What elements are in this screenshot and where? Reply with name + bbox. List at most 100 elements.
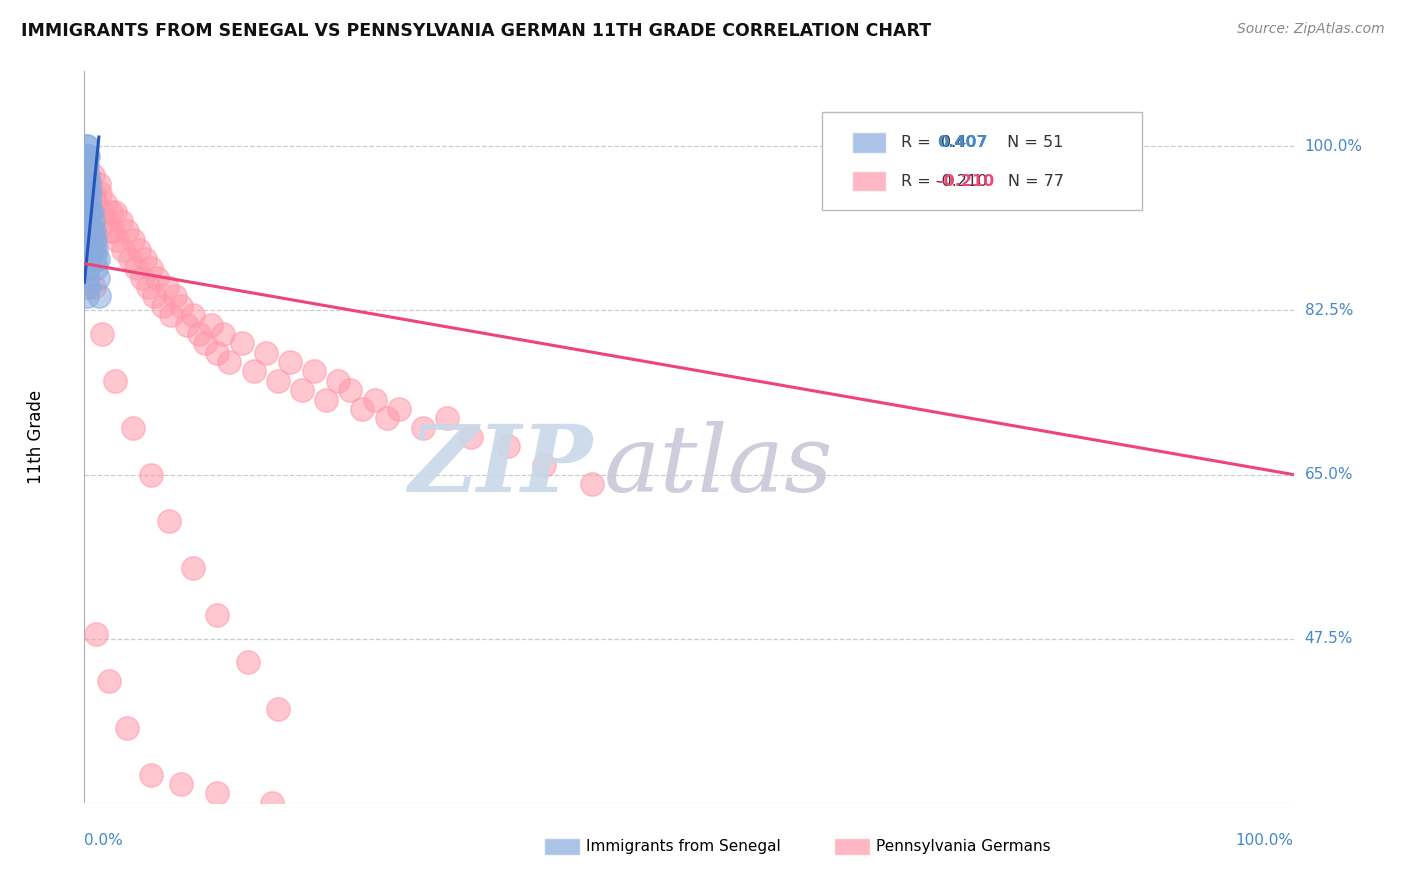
Point xyxy=(75,149,97,163)
Point xyxy=(76,158,98,172)
Point xyxy=(86,195,108,210)
Point xyxy=(77,280,100,294)
Point xyxy=(160,308,183,322)
Point xyxy=(260,796,283,810)
Point xyxy=(139,467,162,482)
Point xyxy=(83,280,105,294)
Point xyxy=(207,786,229,800)
Point xyxy=(315,392,337,407)
Point xyxy=(165,289,187,303)
Point xyxy=(83,243,105,257)
Point xyxy=(125,261,148,276)
FancyBboxPatch shape xyxy=(823,112,1143,211)
Point xyxy=(115,224,138,238)
Point xyxy=(94,195,117,210)
Point xyxy=(75,214,97,228)
Point xyxy=(83,186,105,201)
Point xyxy=(77,261,100,276)
Point xyxy=(75,205,97,219)
Point xyxy=(77,243,100,257)
Point xyxy=(242,364,264,378)
Point xyxy=(121,233,143,247)
Point xyxy=(75,224,97,238)
Point xyxy=(75,158,97,172)
Point xyxy=(75,168,97,182)
Point xyxy=(339,383,361,397)
Point xyxy=(76,270,98,285)
Point xyxy=(212,326,235,341)
Point xyxy=(170,299,193,313)
Point xyxy=(412,420,434,434)
Text: Immigrants from Senegal: Immigrants from Senegal xyxy=(586,839,780,855)
Text: Source: ZipAtlas.com: Source: ZipAtlas.com xyxy=(1237,22,1385,37)
Point xyxy=(352,401,374,416)
Point xyxy=(105,233,128,247)
Point xyxy=(152,299,174,313)
Point xyxy=(194,336,217,351)
Point xyxy=(120,252,142,266)
Point xyxy=(104,205,127,219)
Point xyxy=(75,139,97,153)
Text: 100.0%: 100.0% xyxy=(1305,139,1362,154)
Point xyxy=(77,252,100,266)
Point xyxy=(91,326,114,341)
Point xyxy=(75,186,97,201)
Bar xyxy=(852,132,886,153)
Point xyxy=(75,177,97,191)
Point xyxy=(77,168,100,182)
Point xyxy=(103,224,125,238)
Point xyxy=(267,702,290,716)
Point xyxy=(436,411,458,425)
Point xyxy=(388,401,411,416)
Point xyxy=(176,318,198,332)
Point xyxy=(104,374,127,388)
Point xyxy=(86,261,108,276)
Point xyxy=(76,233,98,247)
Point xyxy=(121,420,143,434)
Point xyxy=(76,149,98,163)
Point xyxy=(139,261,162,276)
Text: 47.5%: 47.5% xyxy=(1305,632,1353,646)
Point xyxy=(77,205,100,219)
Point xyxy=(112,243,135,257)
Point xyxy=(79,177,101,191)
Text: R = -0.210    N = 77: R = -0.210 N = 77 xyxy=(901,174,1063,188)
Point xyxy=(86,270,108,285)
Point xyxy=(87,177,110,191)
Point xyxy=(218,355,240,369)
Point xyxy=(76,139,98,153)
Point xyxy=(533,458,555,473)
Text: 11th Grade: 11th Grade xyxy=(27,390,45,484)
Point xyxy=(97,673,120,688)
Point xyxy=(79,186,101,201)
Point xyxy=(188,326,211,341)
Point xyxy=(181,561,204,575)
Point xyxy=(86,252,108,266)
Point xyxy=(87,289,110,303)
Point xyxy=(84,252,107,266)
Text: ZIP: ZIP xyxy=(408,421,592,511)
Point xyxy=(302,364,325,378)
Point xyxy=(82,233,104,247)
Point xyxy=(170,777,193,791)
Point xyxy=(86,243,108,257)
Point xyxy=(80,205,103,219)
Bar xyxy=(852,171,886,191)
Point xyxy=(77,186,100,201)
Point xyxy=(363,392,385,407)
Point xyxy=(231,336,253,351)
Point xyxy=(77,233,100,247)
Point xyxy=(77,149,100,163)
Point xyxy=(207,345,229,359)
Point xyxy=(80,224,103,238)
Point xyxy=(80,243,103,257)
Point xyxy=(77,195,100,210)
Text: 82.5%: 82.5% xyxy=(1305,303,1353,318)
Point xyxy=(94,214,117,228)
Text: R =  0.407    N = 51: R = 0.407 N = 51 xyxy=(901,135,1063,150)
Point xyxy=(77,177,100,191)
Point xyxy=(79,224,101,238)
Point xyxy=(128,243,150,257)
Point xyxy=(138,280,160,294)
Point xyxy=(375,411,398,425)
